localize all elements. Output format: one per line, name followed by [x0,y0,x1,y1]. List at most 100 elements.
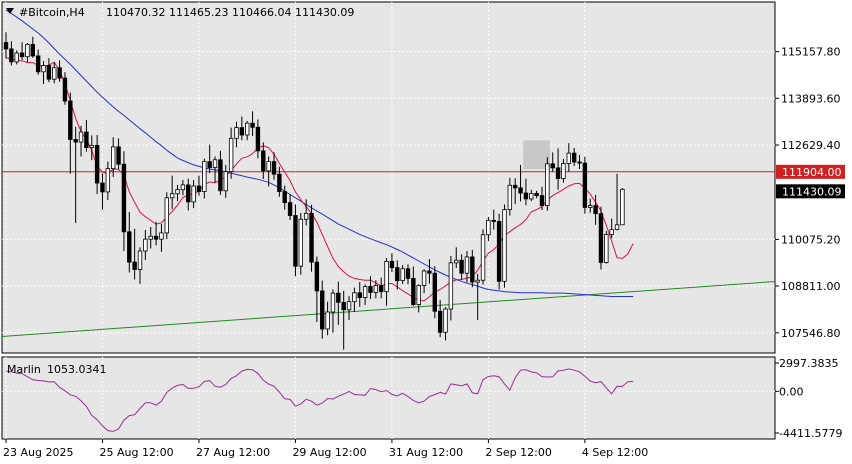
bearish-candle-body [341,301,346,311]
bullish-candle-body [373,284,379,293]
candle [153,221,159,246]
bullish-candle-body [111,146,116,170]
candle [368,276,373,300]
price-panel[interactable] [1,1,776,354]
bearish-candle-body [255,126,261,152]
candle [223,164,228,198]
candle [175,184,180,202]
ohlc-readout: 110470.32 111465.23 110466.04 111430.09 [106,6,354,19]
bearish-candle-body [218,159,223,192]
resistance-level-label: 111904.00 [782,166,842,179]
bullish-candle-body [464,256,470,274]
candle [357,282,362,307]
candle [545,157,550,211]
candle [475,273,480,321]
bullish-candle-body [164,197,169,234]
candle [207,144,212,174]
candle [378,277,384,299]
bearish-candle-body [94,144,100,184]
candle [228,127,234,179]
candle [604,231,609,264]
bearish-candle-body [293,215,298,267]
candle [218,150,223,195]
candle [68,92,73,174]
bullish-candle-body [448,262,454,310]
candle [486,217,491,242]
candle [346,296,352,321]
dropdown-triangle-icon[interactable] [6,8,14,14]
time-tick-label: 2 Sep 12:00 [485,446,551,459]
bearish-candle-body [250,122,255,128]
bearish-candle-body [470,256,475,283]
time-tick-label: 27 Aug 12:00 [196,446,270,459]
time-tick-label: 23 Aug 2025 [3,446,73,459]
candle [507,177,513,216]
bearish-candle-body [427,270,432,274]
bearish-candle-body [582,162,588,208]
bullish-candle-body [298,218,303,267]
bullish-candle-body [14,52,19,63]
candle [250,111,255,137]
bullish-candle-body [303,212,309,220]
bearish-candle-body [62,77,68,102]
bullish-candle-body [143,238,148,252]
marlin-oscillator-line [5,368,634,432]
bullish-candle-body [137,250,143,270]
bearish-candle-body [239,127,245,136]
oscillator-tick-label: -4411.5779 [779,427,842,440]
bullish-candle-body [529,192,534,200]
candle [620,188,625,226]
candle [255,119,261,159]
candle [89,135,94,161]
candle [282,185,287,210]
candle [325,301,330,336]
oscillator-panel[interactable] [1,356,776,440]
bullish-candle-body [566,152,571,164]
bearish-candle-body [73,139,78,143]
bullish-candle-body [443,308,448,333]
bearish-candle-body [336,292,341,303]
candle [191,180,196,209]
bearish-candle-body [314,261,320,292]
bearish-candle-body [19,52,25,58]
bullish-candle-body [212,159,218,168]
candle [35,49,41,75]
bearish-candle-body [196,185,202,192]
time-tick-label: 4 Sep 12:00 [582,446,648,459]
candle [298,212,303,275]
trendline[interactable] [1,280,776,337]
fast-moving-average-line [5,57,634,302]
bearish-candle-body [207,161,212,168]
bullish-candle-body [52,67,57,80]
candle [437,300,443,338]
bearish-candle-body [523,192,529,200]
candle [454,247,459,269]
candle [62,72,68,105]
bullish-candle-body [175,189,180,195]
bearish-candle-body [57,67,62,79]
bearish-candle-body [496,221,502,282]
bullish-candle-body [89,144,94,148]
candle [523,178,529,206]
candle [566,143,571,172]
bullish-candle-body [604,233,609,263]
candle [539,186,545,211]
candle [518,164,523,202]
candle [234,121,239,148]
candle [593,194,598,225]
candle [84,119,89,152]
candle [470,249,475,288]
bullish-candle-body [266,161,271,172]
candle [303,199,309,226]
bullish-candle-body [416,284,421,305]
candle [598,206,604,270]
bullish-candle-body [325,311,330,330]
bearish-candle-body [513,184,518,189]
bearish-candle-body [132,261,137,270]
current-price-tag: 111430.09 [776,184,845,199]
bullish-candle-body [384,260,389,293]
price-axis: 115157.80 113893.60 112629.40 110075.20 1088… [775,46,841,340]
candle [373,280,379,299]
chart-symbol: #Bitcoin,H4 [19,6,85,19]
